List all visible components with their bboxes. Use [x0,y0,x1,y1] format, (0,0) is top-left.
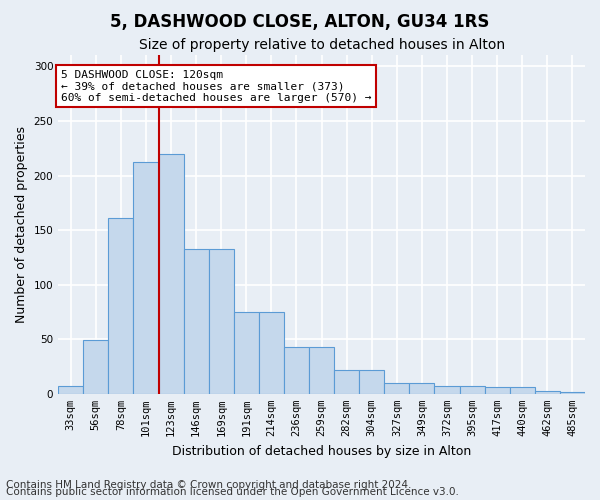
Y-axis label: Number of detached properties: Number of detached properties [15,126,28,323]
Bar [158,154,184,394]
Bar [359,370,385,394]
Bar [334,370,359,394]
Bar [560,392,585,394]
Bar [284,347,309,394]
Text: 5, DASHWOOD CLOSE, ALTON, GU34 1RS: 5, DASHWOOD CLOSE, ALTON, GU34 1RS [110,12,490,30]
Bar [409,383,434,394]
Bar [309,347,334,394]
Bar [109,218,133,394]
Bar [209,248,234,394]
Bar [184,248,209,394]
Bar [58,386,83,394]
Text: Contains public sector information licensed under the Open Government Licence v3: Contains public sector information licen… [6,487,459,497]
Bar [259,312,284,394]
X-axis label: Distribution of detached houses by size in Alton: Distribution of detached houses by size … [172,444,471,458]
Bar [133,162,158,394]
Bar [83,340,109,394]
Text: Contains HM Land Registry data © Crown copyright and database right 2024.: Contains HM Land Registry data © Crown c… [6,480,412,490]
Bar [535,390,560,394]
Text: 5 DASHWOOD CLOSE: 120sqm
← 39% of detached houses are smaller (373)
60% of semi-: 5 DASHWOOD CLOSE: 120sqm ← 39% of detach… [61,70,371,103]
Bar [485,388,510,394]
Bar [385,383,409,394]
Bar [510,388,535,394]
Bar [234,312,259,394]
Bar [460,386,485,394]
Title: Size of property relative to detached houses in Alton: Size of property relative to detached ho… [139,38,505,52]
Bar [434,386,460,394]
